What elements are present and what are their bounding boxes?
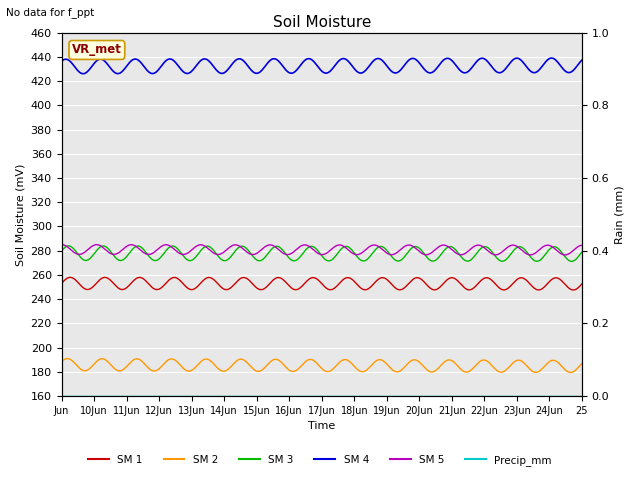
Title: Soil Moisture: Soil Moisture	[273, 15, 371, 30]
Text: VR_met: VR_met	[72, 44, 122, 57]
Text: No data for f_ppt: No data for f_ppt	[6, 7, 95, 18]
Y-axis label: Rain (mm): Rain (mm)	[615, 185, 625, 244]
X-axis label: Time: Time	[308, 421, 335, 432]
Legend: SM 1, SM 2, SM 3, SM 4, SM 5, Precip_mm: SM 1, SM 2, SM 3, SM 4, SM 5, Precip_mm	[84, 451, 556, 470]
Y-axis label: Soil Moisture (mV): Soil Moisture (mV)	[15, 163, 25, 265]
